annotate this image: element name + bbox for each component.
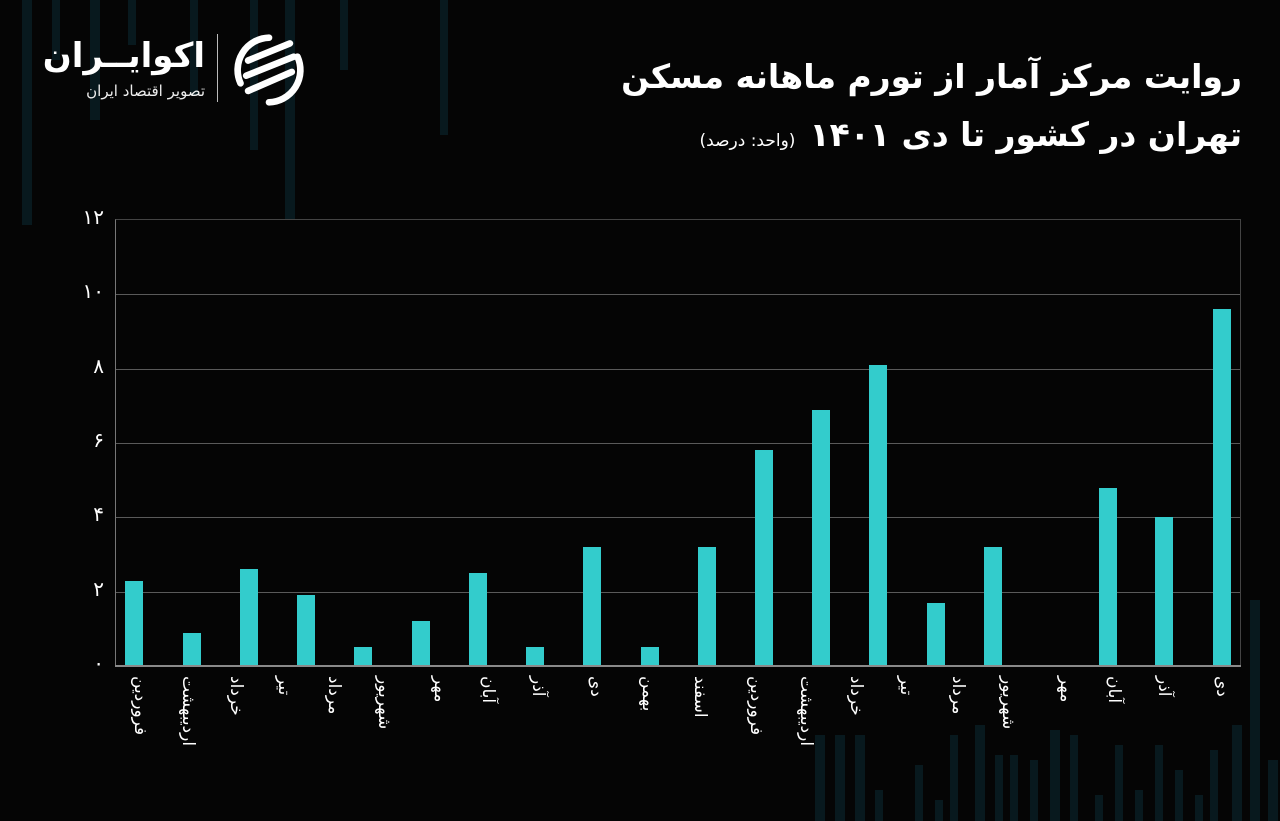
decorative-bar — [950, 735, 958, 821]
gridline — [116, 517, 1240, 519]
y-tick-label: ۱۰ — [82, 279, 104, 304]
bar — [297, 595, 315, 666]
x-tick-label: دی — [586, 676, 606, 697]
decorative-bar — [1050, 730, 1060, 821]
chart-title: روایت مرکز آمار از تورم ماهانه مسکن تهرا… — [542, 48, 1242, 170]
x-tick-label: آذر — [1154, 676, 1174, 697]
gridline — [116, 443, 1240, 444]
decorative-bar — [1250, 600, 1260, 821]
gridline — [116, 591, 1240, 593]
decorative-bar — [1030, 760, 1038, 821]
decorative-bar — [1095, 795, 1103, 821]
decorative-bar — [1195, 795, 1203, 821]
plot-area — [115, 219, 1241, 666]
x-tick-label: آبان — [1104, 676, 1124, 704]
unit-label: (واحد: درصد) — [699, 131, 796, 151]
x-tick-label: مهر — [430, 676, 450, 703]
x-tick-label: شهریور — [998, 676, 1018, 730]
bar — [412, 621, 430, 666]
decorative-bar — [440, 0, 448, 135]
decorative-bar — [340, 0, 348, 70]
decorative-bar — [52, 0, 60, 60]
x-tick-label: تیر — [274, 676, 294, 696]
x-tick-label: خرداد — [846, 676, 866, 716]
logo-tagline: تصویر اقتصاد ایران — [86, 82, 205, 100]
decorative-bar — [935, 800, 943, 821]
title-line-2: تهران در کشور تا دی ۱۴۰۱ — [809, 115, 1242, 154]
decorative-bar — [855, 735, 865, 821]
bar — [984, 547, 1002, 666]
x-tick-label: خرداد — [226, 676, 246, 716]
bar — [183, 632, 201, 666]
x-tick-label: اردیبهشت — [796, 676, 816, 747]
x-tick-label: مهر — [1056, 676, 1076, 703]
bar — [641, 647, 659, 666]
decorative-bar — [1070, 735, 1078, 821]
x-tick-label: اسفند — [690, 676, 710, 718]
x-tick-label: مرداد — [324, 676, 344, 715]
decorative-bar — [1155, 745, 1163, 821]
decorative-bar — [875, 790, 883, 821]
bar — [354, 647, 372, 666]
bar — [1155, 517, 1173, 666]
y-tick-label: ۰ — [93, 651, 104, 675]
ecoiran-logo: اکوایــران تصویر اقتصاد ایران — [43, 30, 320, 110]
x-tick-label: تیر — [896, 676, 916, 696]
decorative-bar — [915, 765, 923, 821]
bar — [698, 547, 716, 666]
gridline — [116, 368, 1240, 370]
decorative-bar — [1115, 745, 1123, 821]
bar — [1099, 487, 1117, 666]
y-tick-label: ۴ — [93, 502, 104, 527]
decorative-bar — [190, 0, 198, 95]
decorative-bar — [90, 0, 100, 120]
decorative-bar — [128, 0, 136, 45]
logo-divider — [217, 34, 218, 102]
x-tick-label: آذر — [528, 676, 548, 697]
decorative-bar — [1232, 725, 1242, 821]
x-tick-label: مرداد — [948, 676, 968, 715]
bar — [469, 573, 487, 666]
decorative-bar — [285, 0, 295, 220]
logo-swirl-icon — [234, 34, 304, 106]
x-tick-label: اردیبهشت — [178, 676, 198, 747]
x-tick-label: فروردین — [130, 676, 150, 736]
decorative-bar — [975, 725, 985, 821]
decorative-bar — [1135, 790, 1143, 821]
bar — [812, 409, 830, 666]
bar — [755, 450, 773, 666]
x-tick-label: فروردین — [746, 676, 766, 736]
bar — [125, 580, 143, 666]
x-tick-label: دی — [1212, 676, 1232, 697]
title-line-1: روایت مرکز آمار از تورم ماهانه مسکن — [621, 57, 1242, 96]
bar — [1213, 309, 1231, 666]
x-tick-label: شهریور — [374, 676, 394, 730]
y-tick-label: ۲ — [93, 576, 104, 601]
decorative-bar — [1268, 760, 1278, 821]
bar — [240, 569, 258, 666]
x-tick-label: آبان — [478, 676, 498, 704]
bar — [927, 602, 945, 666]
decorative-bar — [815, 735, 825, 821]
bar — [869, 364, 887, 666]
logo-name: اکوایــران — [42, 36, 205, 76]
gridline — [116, 294, 1240, 296]
bar — [526, 647, 544, 666]
y-tick-label: ۶ — [93, 428, 104, 452]
y-tick-label: ۸ — [93, 353, 104, 378]
decorative-bar — [22, 0, 32, 225]
x-tick-label: بهمن — [638, 676, 658, 712]
decorative-bar — [1175, 770, 1183, 821]
decorative-bar — [1210, 750, 1218, 821]
bar — [583, 547, 601, 666]
y-tick-label: ۱۲ — [82, 205, 104, 229]
decorative-bar — [835, 735, 845, 821]
x-axis-line — [115, 665, 1241, 667]
decorative-bar — [995, 755, 1003, 821]
decorative-bar — [1010, 755, 1018, 821]
